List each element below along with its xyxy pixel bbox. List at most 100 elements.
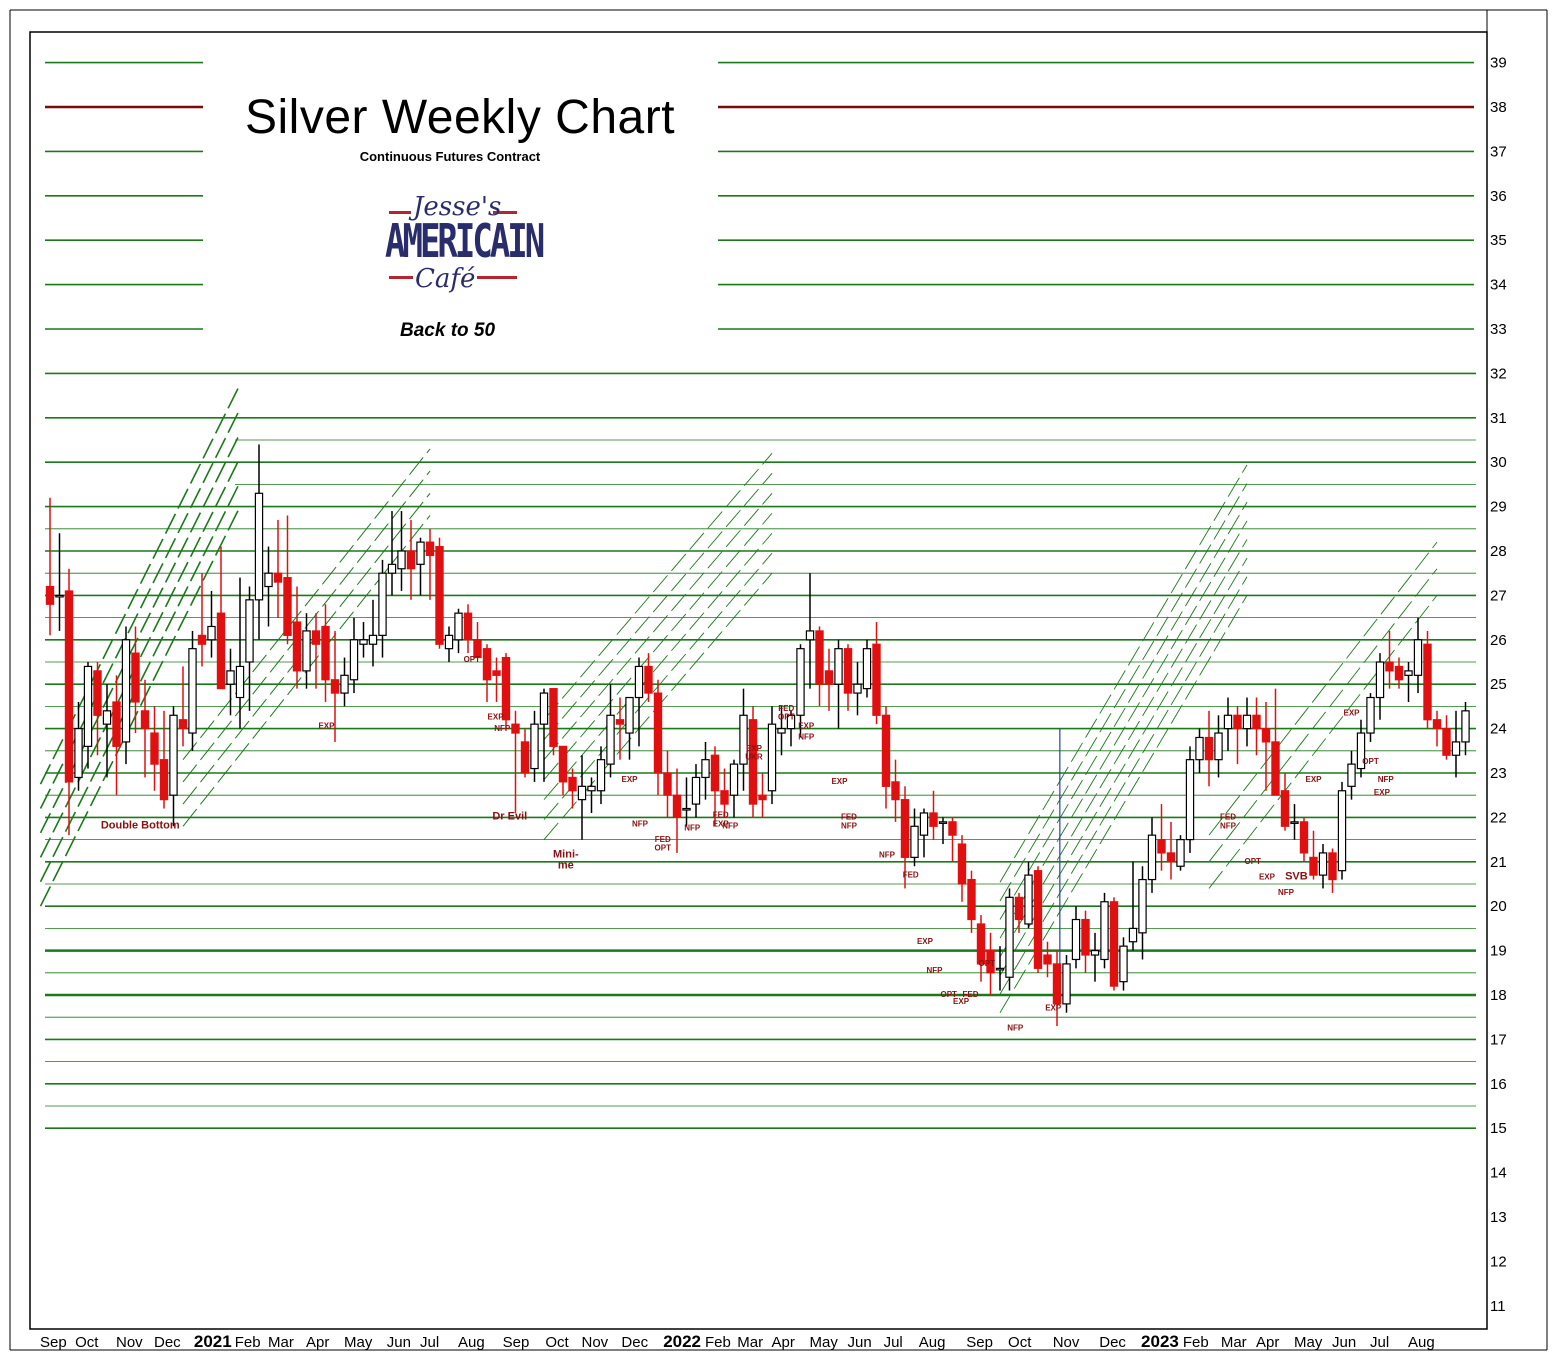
- candle: [1299, 817, 1309, 862]
- candle: [1043, 941, 1052, 978]
- candle: [910, 808, 919, 867]
- trend-channel-line: [39, 457, 241, 858]
- candle: [1423, 630, 1432, 729]
- candle-body: [283, 577, 292, 636]
- x-tick-label: Jun: [387, 1334, 411, 1351]
- candle-body: [568, 776, 577, 792]
- candle: [777, 706, 786, 756]
- candle: [1318, 844, 1328, 889]
- y-tick-label: 26: [1490, 632, 1507, 649]
- y-tick-label: 24: [1490, 721, 1507, 738]
- chart-frame: [9, 9, 1548, 1351]
- candle: [397, 511, 406, 591]
- candle-body: [539, 692, 549, 725]
- candle-body: [45, 585, 55, 605]
- candle-body: [796, 648, 805, 716]
- candle: [805, 573, 815, 689]
- candle-body: [910, 825, 919, 858]
- x-tick-label: Aug: [458, 1334, 485, 1351]
- candle: [102, 684, 112, 778]
- candle: [454, 608, 463, 654]
- annotation-label: EXP: [621, 775, 638, 784]
- candle-body: [349, 639, 359, 681]
- candle-body: [1033, 870, 1043, 969]
- candle-body: [520, 741, 530, 774]
- candle-body: [169, 714, 178, 796]
- candle-body: [406, 550, 416, 570]
- trend-channel-line: [543, 453, 773, 721]
- candle-body: [767, 723, 777, 792]
- candle-body: [900, 799, 910, 858]
- plot-border: [29, 31, 1488, 1330]
- candle: [1347, 750, 1356, 800]
- candle-body: [948, 821, 957, 836]
- x-tick-label: Oct: [1008, 1334, 1032, 1351]
- candle: [359, 622, 368, 658]
- candle: [900, 786, 910, 889]
- annotation-label: NFP: [722, 822, 739, 831]
- candle: [976, 915, 986, 982]
- trend-channel-line: [999, 520, 1248, 939]
- x-tick-label: Aug: [1408, 1334, 1435, 1351]
- candle-body: [1394, 665, 1404, 681]
- candle-body: [891, 781, 900, 801]
- y-tick-label: 16: [1490, 1076, 1507, 1093]
- x-tick-label: May: [344, 1334, 373, 1351]
- candle: [1413, 617, 1423, 694]
- candle: [1451, 710, 1461, 778]
- candle-body: [729, 763, 739, 796]
- trend-channel-line: [543, 512, 773, 780]
- candle: [644, 653, 653, 702]
- candle: [1071, 906, 1081, 969]
- candle: [112, 675, 121, 796]
- candle-body: [1347, 763, 1356, 787]
- x-tick-label: Oct: [545, 1334, 569, 1351]
- candle-body: [843, 648, 853, 694]
- trend-channel-line: [999, 595, 1248, 1013]
- candle: [1356, 719, 1366, 778]
- logo-text-bottom: Café: [415, 264, 476, 294]
- candle-body: [1337, 790, 1347, 872]
- candle: [606, 684, 615, 778]
- candle-body: [1128, 927, 1138, 943]
- candle: [1328, 848, 1337, 893]
- x-tick-label: Jul: [884, 1334, 903, 1351]
- x-tick-label: Nov: [1053, 1334, 1080, 1351]
- candle: [302, 613, 311, 689]
- candle: [1223, 697, 1233, 751]
- candle: [957, 835, 967, 902]
- candle: [511, 710, 520, 813]
- candle: [501, 653, 511, 729]
- candle-body: [805, 630, 815, 641]
- candle-body: [1147, 834, 1157, 881]
- candle: [1090, 932, 1100, 982]
- candle-body: [530, 723, 539, 770]
- x-tick-label: May: [1294, 1334, 1323, 1351]
- candle: [416, 537, 425, 596]
- candle-body: [368, 634, 378, 645]
- y-tick-label: 36: [1490, 188, 1507, 205]
- candle: [1195, 728, 1204, 773]
- logo-stripe: [389, 211, 411, 214]
- candle-body: [1005, 896, 1014, 978]
- candle-body: [1119, 945, 1128, 983]
- candle-body: [425, 541, 435, 557]
- candle-body: [501, 656, 511, 721]
- candle: [739, 688, 748, 791]
- candle-body: [1318, 852, 1328, 876]
- candle: [169, 706, 178, 827]
- candle-body: [1052, 963, 1062, 1005]
- annotation-label: NFP: [1220, 822, 1237, 831]
- annotation-label: me: [558, 859, 574, 871]
- candle: [1309, 830, 1318, 880]
- annotation-label: Double Bottom: [101, 820, 180, 832]
- candle-body: [1062, 963, 1071, 1005]
- candle-body: [216, 612, 226, 690]
- candle-body: [511, 723, 520, 734]
- candle-body: [102, 710, 112, 725]
- candle: [482, 644, 492, 702]
- candle-body: [1204, 736, 1214, 761]
- annotation-label: OPT: [1244, 857, 1261, 866]
- candle: [492, 657, 501, 702]
